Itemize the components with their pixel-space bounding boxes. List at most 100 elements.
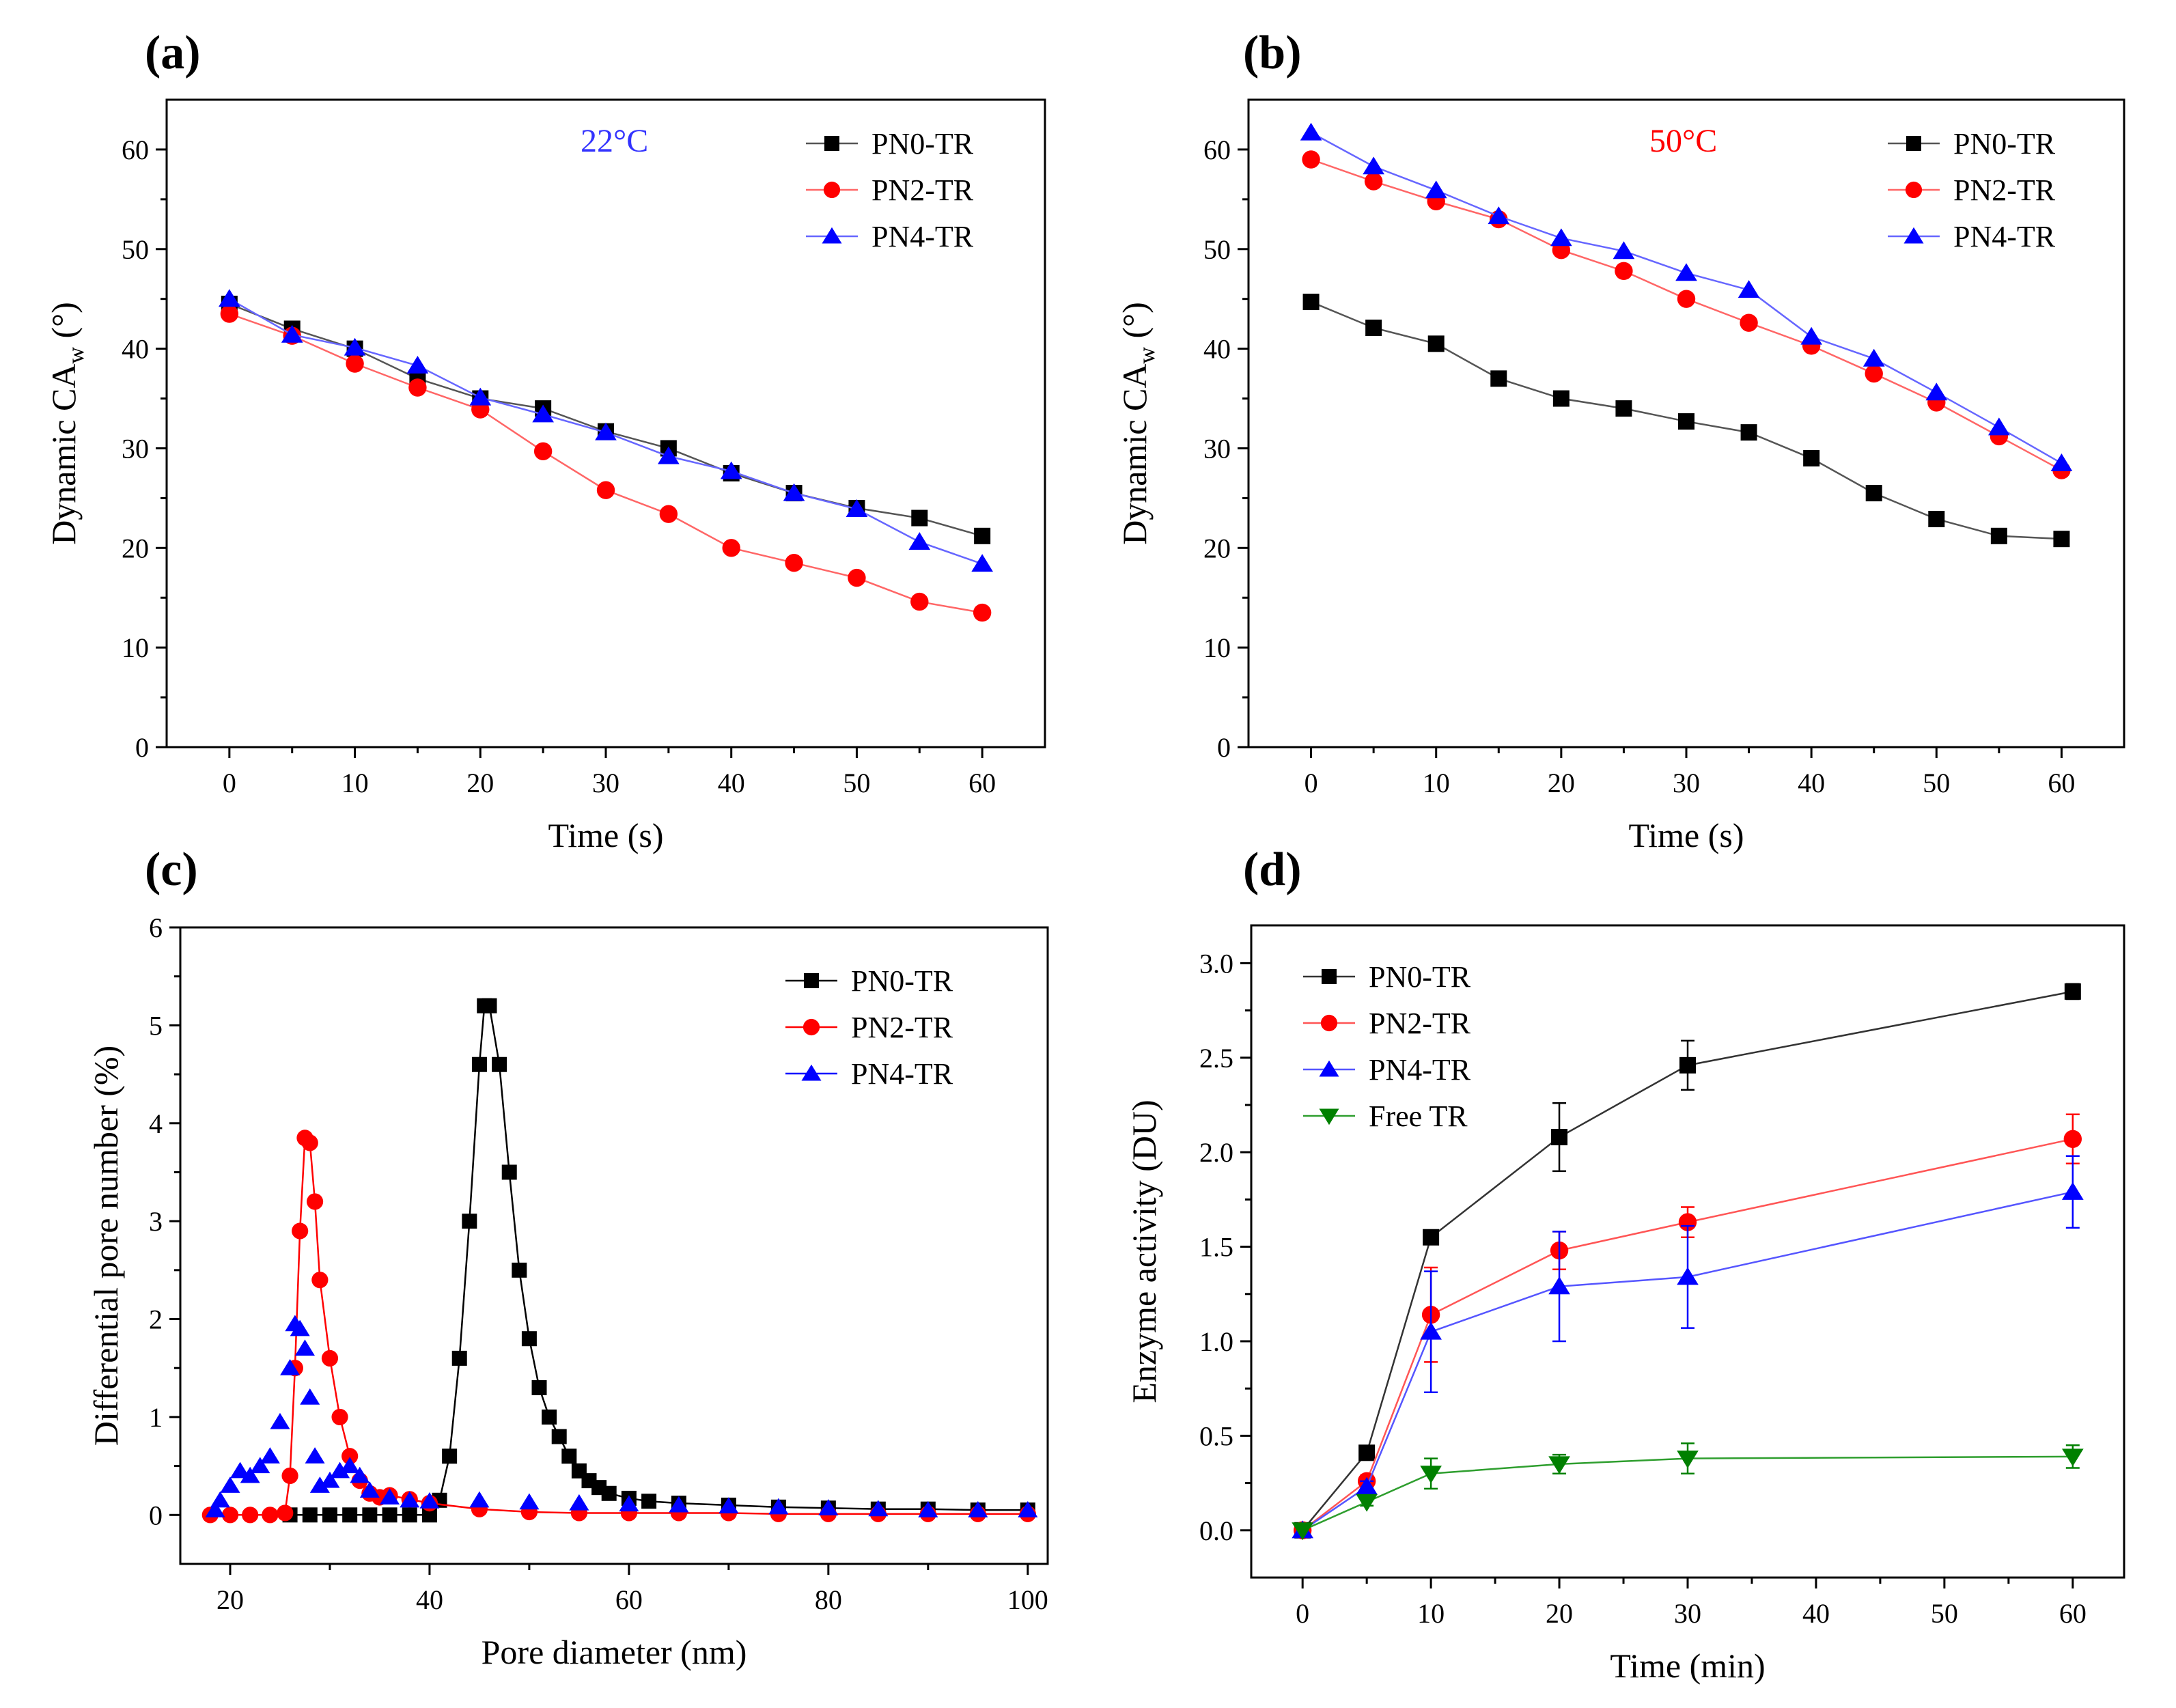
x-tick-label-a-1: 10 [341, 768, 369, 798]
data-point-a-2-1 [281, 324, 303, 343]
data-point-c-1-4 [277, 1504, 294, 1522]
data-point-c-0-12 [471, 1056, 487, 1072]
data-point-b-1-0 [1302, 150, 1320, 169]
data-point-c-0-5 [382, 1507, 397, 1523]
panel-label-a: (a) [145, 27, 201, 79]
data-point-c-2-21 [400, 1491, 420, 1508]
data-point-c-0-19 [531, 1380, 547, 1395]
data-point-b-2-6 [1675, 263, 1697, 281]
series-line-a-0 [229, 303, 983, 537]
data-point-c-1-3 [262, 1507, 279, 1524]
series-line-d-3 [1302, 1455, 2073, 1531]
data-point-a-1-2 [346, 354, 364, 373]
data-point-c-0-15 [492, 1056, 507, 1072]
legend-marker-d-2 [1319, 1060, 1339, 1077]
x-tick-label-b-4: 40 [1798, 768, 1825, 798]
data-point-c-2-12 [300, 1388, 320, 1405]
data-point-b-0-5 [1615, 400, 1632, 417]
y-tick-label-d-2: 1.0 [1199, 1326, 1233, 1357]
data-point-c-2-3 [230, 1461, 251, 1479]
data-point-c-0-11 [462, 1214, 477, 1229]
data-point-c-2-15 [320, 1471, 340, 1488]
data-point-a-2-6 [595, 422, 617, 440]
legend-label-b-0: PN0-TR [1953, 127, 2056, 160]
plot-frame-c [179, 926, 1049, 1565]
data-point-a-1-0 [220, 305, 239, 323]
legend-label-c-0: PN0-TR [851, 964, 953, 998]
data-point-d-2-1 [1356, 1476, 1378, 1495]
data-point-c-2-23 [469, 1491, 490, 1508]
data-point-a-2-5 [532, 404, 554, 423]
data-point-c-1-9 [301, 1134, 318, 1151]
data-point-a-1-6 [596, 481, 615, 499]
legend-marker-d-0 [1322, 969, 1337, 984]
data-point-c-2-14 [309, 1476, 330, 1493]
y-axis-title-d: Enzyme activity (DU) [1125, 1100, 1163, 1403]
legend-marker-b-1 [1905, 181, 1923, 199]
data-point-c-2-26 [619, 1495, 639, 1512]
legend-marker-d-1 [1320, 1014, 1338, 1032]
data-point-a-1-10 [848, 568, 866, 587]
data-point-c-1-2 [242, 1507, 259, 1524]
data-point-b-2-5 [1613, 241, 1635, 260]
y-tick-label-a-6: 60 [122, 135, 149, 165]
y-tick-label-d-3: 1.5 [1199, 1232, 1233, 1263]
data-point-a-1-9 [785, 553, 803, 572]
data-point-b-2-0 [1300, 122, 1322, 141]
data-point-b-0-0 [1302, 294, 1320, 311]
data-point-b-0-10 [1928, 511, 1945, 528]
series-b-PN2-TR [1302, 150, 2071, 479]
data-point-b-2-7 [1738, 280, 1760, 298]
data-point-c-0-21 [551, 1429, 567, 1444]
legend-label-c-1: PN2-TR [851, 1011, 953, 1044]
x-tick-label-d-5: 50 [1931, 1598, 1958, 1629]
y-tick-label-a-1: 10 [122, 632, 149, 663]
x-axis-title-c: Pore diameter (nm) [482, 1633, 747, 1671]
legend-label-a-0: PN0-TR [871, 127, 974, 160]
data-point-c-2-29 [768, 1498, 789, 1515]
legend-marker-c-1 [803, 1018, 820, 1036]
data-point-c-2-33 [968, 1500, 988, 1517]
data-point-b-2-3 [1488, 206, 1510, 225]
x-tick-label-d-2: 20 [1546, 1598, 1573, 1629]
data-point-c-2-11 [294, 1339, 315, 1356]
data-point-d-3-4 [1677, 1451, 1699, 1469]
x-tick-label-b-5: 50 [1923, 768, 1950, 798]
panel-a: (a) 0 10 20 30 40 50 60 0 10 20 30 40 50 60 Time (s) Dyn… [44, 27, 1046, 854]
data-point-b-1-1 [1364, 172, 1383, 191]
data-point-c-0-4 [362, 1507, 378, 1523]
data-point-c-2-7 [270, 1412, 290, 1429]
y-tick-label-b-6: 60 [1203, 135, 1231, 165]
x-tick-label-b-3: 30 [1673, 768, 1700, 798]
data-point-c-2-17 [339, 1457, 360, 1474]
y-tick-label-b-2: 20 [1203, 533, 1231, 563]
data-point-b-2-4 [1550, 228, 1572, 247]
x-tick-label-a-0: 0 [223, 768, 236, 798]
y-tick-label-a-0: 0 [135, 732, 149, 763]
data-point-a-1-7 [659, 505, 678, 523]
temperature-annotation-b: 50°C [1649, 123, 1717, 159]
y-tick-label-a-2: 20 [122, 533, 149, 563]
legend-marker-a-0 [824, 136, 839, 151]
data-point-a-1-11 [910, 592, 929, 611]
data-point-c-2-20 [380, 1488, 400, 1505]
y-tick-label-c-1: 1 [149, 1402, 163, 1433]
data-point-d-0-2 [1423, 1229, 1440, 1246]
x-tick-label-b-0: 0 [1305, 768, 1318, 798]
legend-label-d-1: PN2-TR [1369, 1007, 1471, 1040]
data-point-c-2-30 [818, 1499, 839, 1515]
x-tick-label-c-1: 40 [416, 1584, 443, 1615]
data-point-c-2-28 [719, 1497, 739, 1513]
data-point-d-0-5 [2064, 983, 2081, 1000]
data-point-b-0-3 [1490, 370, 1507, 387]
data-point-c-2-2 [220, 1476, 240, 1493]
y-tick-label-a-4: 40 [122, 334, 149, 365]
x-tick-label-a-4: 40 [718, 768, 745, 798]
legend-marker-c-2 [801, 1064, 822, 1081]
data-point-b-0-9 [1865, 485, 1882, 502]
data-point-a-2-9 [783, 483, 805, 501]
legend-label-b-2: PN4-TR [1953, 220, 2056, 253]
legend-marker-b-2 [1903, 227, 1924, 244]
data-point-a-0-12 [974, 527, 991, 544]
